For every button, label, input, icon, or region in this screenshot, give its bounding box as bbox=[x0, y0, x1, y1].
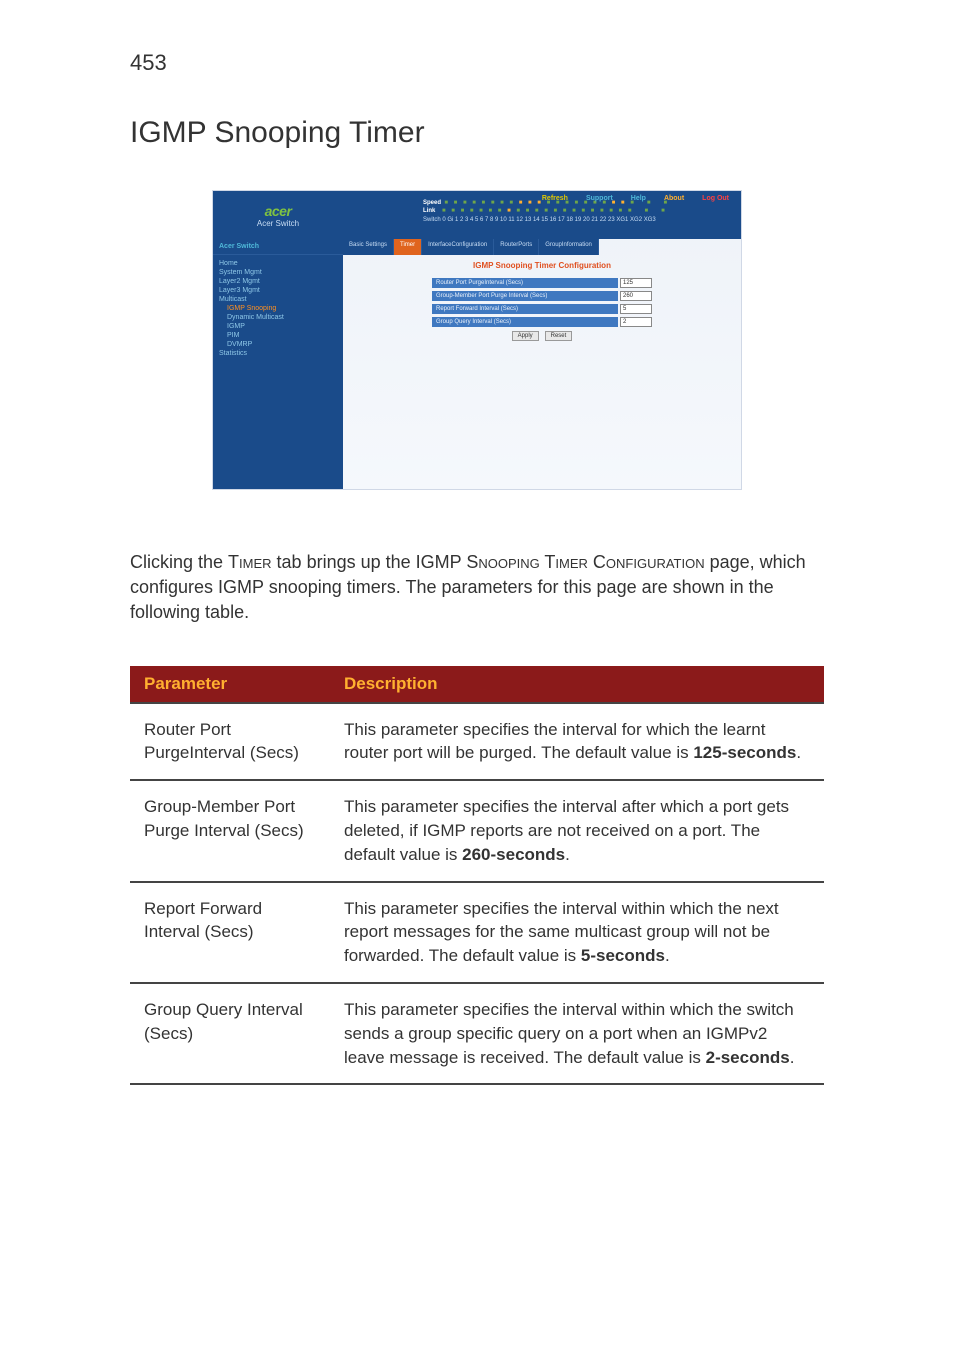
link-about[interactable]: About bbox=[664, 195, 684, 202]
desc-post: . bbox=[565, 845, 570, 864]
section-title: IGMP Snooping Timer bbox=[130, 116, 824, 150]
desc-router-port-purge: This parameter specifies the interval fo… bbox=[330, 703, 824, 781]
desc-post: . bbox=[796, 743, 801, 762]
nav-item-layer3[interactable]: Layer3 Mgmt bbox=[219, 286, 337, 295]
desc-bold: 2-seconds bbox=[706, 1048, 790, 1067]
tab-bar: Basic Settings Timer InterfaceConfigurat… bbox=[343, 239, 741, 255]
tab-router-ports[interactable]: RouterPorts bbox=[494, 239, 539, 255]
desc-post: . bbox=[665, 946, 670, 965]
link-help[interactable]: Help bbox=[631, 195, 646, 202]
nav-item-dvmrp[interactable]: DVMRP bbox=[219, 340, 337, 349]
nav-item-home[interactable]: Home bbox=[219, 259, 337, 268]
top-links-bar: Refresh Support Help About Log Out bbox=[542, 195, 729, 202]
intro-snooping-sc: Snooping Timer Configuration bbox=[466, 552, 704, 572]
form-buttons: Apply Reset bbox=[432, 331, 652, 341]
intro-p1c: tab brings up the IGMP bbox=[272, 552, 467, 572]
param-router-port-purge: Router Port PurgeInterval (Secs) bbox=[130, 703, 330, 781]
logo-block: acer Acer Switch bbox=[213, 191, 343, 239]
reset-button[interactable]: Reset bbox=[545, 331, 573, 341]
label-group-query: Group Query Interval (Secs) bbox=[432, 317, 618, 327]
table-row: Router Port PurgeInterval (Secs) This pa… bbox=[130, 703, 824, 781]
label-router-port-purge: Router Port PurgeInterval (Secs) bbox=[432, 278, 618, 288]
desc-bold: 260-seconds bbox=[462, 845, 565, 864]
desc-report-forward: This parameter specifies the interval wi… bbox=[330, 882, 824, 983]
table-row: Group Query Interval (Secs) This paramet… bbox=[130, 983, 824, 1084]
param-group-member-purge: Group-Member Port Purge Interval (Secs) bbox=[130, 780, 330, 881]
nav-sidebar: Acer Switch Home System Mgmt Layer2 Mgmt… bbox=[213, 239, 343, 489]
input-report-forward[interactable]: 5 bbox=[620, 304, 652, 314]
link-logout[interactable]: Log Out bbox=[702, 195, 729, 202]
apply-button[interactable]: Apply bbox=[512, 331, 539, 341]
nav-list: Home System Mgmt Layer2 Mgmt Layer3 Mgmt… bbox=[213, 255, 343, 362]
nav-item-igmp-snooping[interactable]: IGMP Snooping bbox=[219, 304, 337, 313]
intro-p1a: Clicking the bbox=[130, 552, 228, 572]
label-report-forward: Report Forward Interval (Secs) bbox=[432, 304, 618, 314]
nav-item-igmp[interactable]: IGMP bbox=[219, 322, 337, 331]
col-header-description: Description bbox=[330, 666, 824, 703]
nav-item-pim[interactable]: PIM bbox=[219, 331, 337, 340]
desc-bold: 5-seconds bbox=[581, 946, 665, 965]
screenshot-body: Acer Switch Home System Mgmt Layer2 Mgmt… bbox=[213, 239, 741, 489]
input-group-member-purge[interactable]: 260 bbox=[620, 291, 652, 301]
tab-group-info[interactable]: GroupInformation bbox=[539, 239, 599, 255]
table-row: Group-Member Port Purge Interval (Secs) … bbox=[130, 780, 824, 881]
brand-text: acer bbox=[265, 203, 292, 219]
row-group-query: Group Query Interval (Secs) 2 bbox=[432, 317, 652, 327]
tab-timer[interactable]: Timer bbox=[394, 239, 422, 255]
stack-label: Switch 0 Gi 1 2 3 4 5 6 7 8 9 10 11 12 1… bbox=[423, 216, 729, 224]
brand-sub: Acer Switch bbox=[257, 219, 299, 228]
desc-group-query: This parameter specifies the interval wi… bbox=[330, 983, 824, 1084]
page-number: 453 bbox=[130, 50, 824, 76]
row-group-member-purge: Group-Member Port Purge Interval (Secs) … bbox=[432, 291, 652, 301]
nav-item-multicast[interactable]: Multicast bbox=[219, 295, 337, 304]
timer-form: Router Port PurgeInterval (Secs) 125 Gro… bbox=[432, 278, 652, 341]
label-group-member-purge: Group-Member Port Purge Interval (Secs) bbox=[432, 291, 618, 301]
nav-title: Acer Switch bbox=[213, 239, 343, 255]
main-panel: Basic Settings Timer InterfaceConfigurat… bbox=[343, 239, 741, 489]
desc-pre: This parameter specifies the interval wi… bbox=[344, 899, 779, 966]
desc-group-member-purge: This parameter specifies the interval af… bbox=[330, 780, 824, 881]
nav-item-statistics[interactable]: Statistics bbox=[219, 349, 337, 358]
desc-bold: 125-seconds bbox=[693, 743, 796, 762]
speed-label: Speed bbox=[423, 200, 441, 206]
nav-item-dyn-multicast[interactable]: Dynamic Multicast bbox=[219, 313, 337, 322]
nav-item-layer2[interactable]: Layer2 Mgmt bbox=[219, 277, 337, 286]
tab-interface-config[interactable]: InterfaceConfiguration bbox=[422, 239, 494, 255]
intro-paragraph: Clicking the Timer tab brings up the IGM… bbox=[130, 550, 824, 626]
parameter-table: Parameter Description Router Port PurgeI… bbox=[130, 666, 824, 1086]
input-router-port-purge[interactable]: 125 bbox=[620, 278, 652, 288]
table-row: Report Forward Interval (Secs) This para… bbox=[130, 882, 824, 983]
tab-basic-settings[interactable]: Basic Settings bbox=[343, 239, 394, 255]
nav-item-system[interactable]: System Mgmt bbox=[219, 268, 337, 277]
param-report-forward: Report Forward Interval (Secs) bbox=[130, 882, 330, 983]
param-group-query: Group Query Interval (Secs) bbox=[130, 983, 330, 1084]
panel-title: IGMP Snooping Timer Configuration bbox=[343, 255, 741, 274]
page: 453 IGMP Snooping Timer Refresh Support … bbox=[0, 0, 954, 1145]
desc-post: . bbox=[790, 1048, 795, 1067]
input-group-query[interactable]: 2 bbox=[620, 317, 652, 327]
screenshot-igmp-timer: Refresh Support Help About Log Out acer … bbox=[212, 190, 742, 490]
link-support[interactable]: Support bbox=[586, 195, 613, 202]
link-refresh[interactable]: Refresh bbox=[542, 195, 568, 202]
intro-timer-sc: Timer bbox=[228, 552, 272, 572]
col-header-parameter: Parameter bbox=[130, 666, 330, 703]
table-header-row: Parameter Description bbox=[130, 666, 824, 703]
link-leds: ■ ■ ■ ■ ■ ■ ■ ■ ■ ■ ■ ■ ■ ■ ■ ■ ■ ■ ■ ■ … bbox=[442, 208, 667, 214]
link-label: Link bbox=[423, 208, 435, 214]
row-router-port-purge: Router Port PurgeInterval (Secs) 125 bbox=[432, 278, 652, 288]
row-report-forward: Report Forward Interval (Secs) 5 bbox=[432, 304, 652, 314]
